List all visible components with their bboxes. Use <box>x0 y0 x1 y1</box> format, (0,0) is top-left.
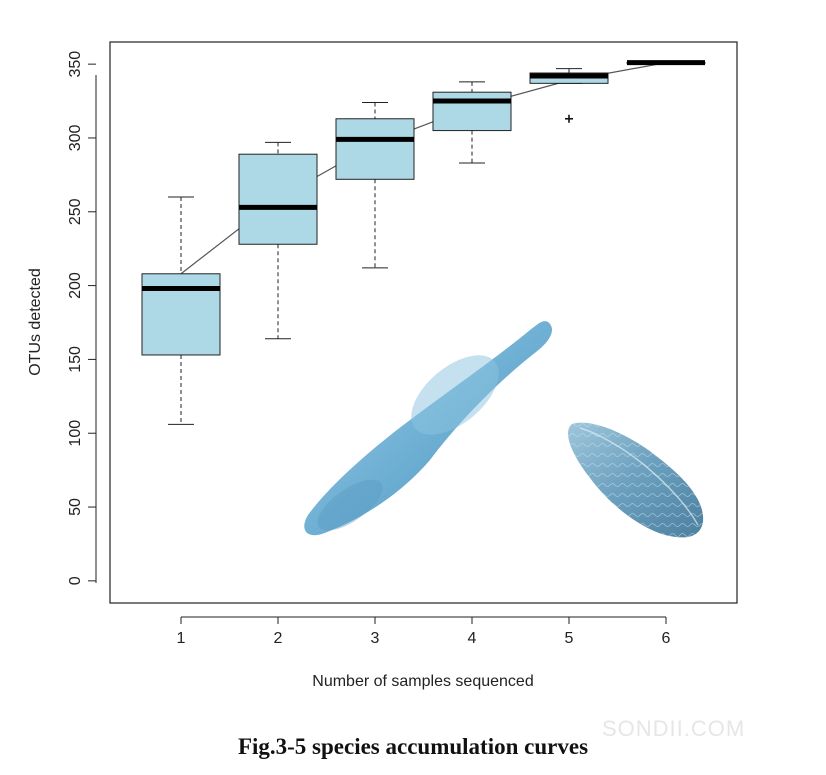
y-axis: 0 50 100 150 200 250 300 350 <box>67 51 96 585</box>
y-tick-label: 50 <box>67 498 84 516</box>
box-iqr <box>335 118 415 180</box>
y-tick-label: 350 <box>67 51 84 78</box>
y-tick-label: 200 <box>67 272 84 299</box>
boxplot-1 <box>141 196 221 425</box>
diatom-cell-illustration <box>304 321 552 536</box>
figure-caption: Fig.3-5 species accumulation curves <box>237 734 589 759</box>
boxplot-5 <box>529 68 609 123</box>
x-axis: 1 2 3 4 5 6 <box>177 617 671 647</box>
x-tick-label: 4 <box>468 630 477 647</box>
diatom-cell-sem-illustration <box>568 422 704 538</box>
chart: 0 50 100 150 200 250 300 350 1 2 3 4 5 6 Number of s… <box>27 41 738 690</box>
x-tick-label: 6 <box>662 630 671 647</box>
boxplot-3 <box>335 102 415 269</box>
x-tick-label: 2 <box>274 630 283 647</box>
y-tick-label: 300 <box>67 125 84 152</box>
y-tick-label: 100 <box>67 420 84 447</box>
box-iqr <box>238 153 318 245</box>
plot-frame <box>109 41 738 604</box>
boxplot-6 <box>626 60 706 66</box>
box-iqr <box>432 91 512 132</box>
x-tick-label: 3 <box>371 630 380 647</box>
x-axis-title: Number of samples sequenced <box>312 673 533 690</box>
x-tick-label: 1 <box>177 630 186 647</box>
box-iqr <box>141 273 221 356</box>
y-tick-label: 150 <box>67 346 84 373</box>
y-tick-label: 0 <box>67 576 84 585</box>
boxplots <box>141 60 706 425</box>
watermark: SONDII.COM <box>602 716 746 741</box>
boxplot-2 <box>238 141 318 340</box>
x-tick-label: 5 <box>565 630 574 647</box>
y-tick-label: 250 <box>67 198 84 225</box>
y-axis-title: OTUs detected <box>27 268 44 376</box>
boxplot-4 <box>432 81 512 164</box>
